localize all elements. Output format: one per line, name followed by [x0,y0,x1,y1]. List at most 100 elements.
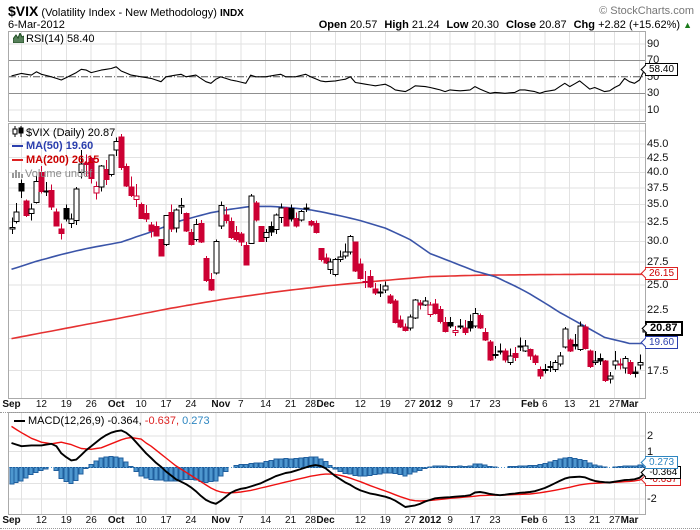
x-tick-label: 12 [35,399,47,410]
x-axis-mid: Sep 12 19 26 Oct 10 17 24 Nov 7 14 21 28 Dec 12 19 27 201… [0,398,700,413]
volume-legend-text: Volume undef [25,168,93,180]
x-tick-label: 23 [489,515,501,526]
symbol-legend-text: $VIX (Daily) 20.87 [26,127,116,139]
signal-value: -0.637, [141,415,180,427]
ma50-legend-row: MA(50) 19.60 [12,140,115,154]
price-panel [8,123,646,399]
x-tick-label: Dec [316,399,335,410]
y-tick-label: 45.0 [647,137,669,150]
x-tick-label: 28 [304,399,317,410]
x-tick-label: 17 [469,399,481,410]
x-tick-label: 21 [589,515,601,526]
y-tick-label: 30.0 [647,235,669,248]
copyright-label: © StockCharts.com [599,5,694,17]
hist-value: 0.273 [179,415,210,427]
rsi-value-box: 58.40 [645,62,679,76]
symbol: $VIX [8,3,39,19]
rsi-legend: RSI(14) 58.40 [13,33,94,46]
x-tick-label: 27 [404,515,416,526]
x-tick-label: Feb [520,399,539,410]
chart-title: $VIX (Volatility Index - New Methodology… [8,3,244,19]
y-tick-label: 30 [647,87,660,100]
x-tick-label: 19 [60,515,72,526]
x-tick-label: 12 [354,515,366,526]
y-tick-label: 70 [647,54,660,67]
y-tick-label: 35.0 [647,198,669,211]
x-tick-label: 28 [304,515,317,526]
chg-label: Chg [573,19,595,31]
x-tick-label: Sep [2,399,21,410]
y-tick-label: 27.5 [647,256,669,269]
x-tick-label: 17 [160,399,172,410]
x-tick-label: 19 [60,399,72,410]
x-tick-label: 27 [609,399,621,410]
ma200-legend-row: MA(200) 26.15 [12,154,115,168]
hist-value-box: 0.273 [645,456,679,470]
close-value: 20.87 [539,19,567,31]
x-tick-label: 27 [609,515,621,526]
x-tick-label: Dec [316,515,335,526]
x-tick-label: 23 [489,399,501,410]
x-tick-label: 26 [85,515,97,526]
candlestick-icon [12,126,24,137]
y-tick-label: 42.5 [647,151,669,164]
x-tick-label: 6 [542,515,548,526]
x-tick-label: 21 [589,399,601,410]
close-label: Close [506,19,537,31]
y-tick-label: 37.5 [647,181,669,194]
y-tick-label: -2 [647,493,657,506]
y-tick-label: 50 [647,70,660,83]
x-tick-label: 10 [135,399,147,410]
x-tick-label: 17 [160,515,172,526]
macd-value: -0.364, [104,415,142,427]
x-tick-label: 12 [354,399,366,410]
open-value: 20.57 [349,19,378,31]
area-chart-icon [13,33,24,43]
x-tick-label: Nov [211,515,231,526]
chart-date: 6-Mar-2012 [8,19,65,31]
ma50-line-icon [12,145,23,148]
ma200-legend-text: MA(200) 26.15 [26,154,100,166]
x-tick-label: 2012 [419,515,442,526]
x-tick-label: 13 [564,399,576,410]
ma50-legend-text: MA(50) 19.60 [26,140,94,152]
y-tick-label: 40.0 [647,166,669,179]
x-tick-label: 9 [447,399,453,410]
x-tick-label: Sep [2,515,21,526]
x-tick-label: Oct [107,515,125,526]
macd-line-icon [14,420,25,423]
y-tick-label: 2 [647,429,654,442]
chg-value: +2.82 (+15.62%) [598,19,681,31]
rsi-panel [8,31,646,122]
x-tick-label: 14 [260,399,272,410]
high-value: 21.24 [411,19,440,31]
y-tick-label: 10 [647,103,660,116]
y-tick-label: 25.0 [647,279,669,292]
x-axis-bottom: Sep 12 19 26 Oct 10 17 24 Nov 7 14 21 28 Dec 12 19 27 201… [0,514,700,529]
macd-panel [8,412,646,515]
x-tick-label: 21 [285,515,297,526]
x-tick-label: 26 [85,399,97,410]
x-tick-label: Nov [211,399,231,410]
x-tick-label: 19 [379,515,391,526]
quote-summary: Open 20.57 High 21.24 Low 20.30 Close 20.87… [319,19,692,31]
ma200-value-box: 26.15 [645,267,679,281]
y-tick-label: 90 [647,37,660,50]
y-tick-label: 17.5 [647,364,669,377]
x-tick-label: 2012 [419,399,442,410]
high-label: High [384,19,409,31]
x-tick-label: Mar [620,515,639,526]
x-tick-label: 21 [285,399,297,410]
x-tick-label: 24 [185,399,197,410]
x-tick-label: Mar [620,399,639,410]
volume-bars-icon [12,169,23,178]
y-tick-label: 1 [647,445,654,458]
x-tick-label: 10 [135,515,147,526]
price-legend: $VIX (Daily) 20.87 MA(50) 19.60 MA(200) … [12,126,115,182]
symbol-description: (Volatility Index - New Methodology) [38,7,220,19]
exchange-label: INDX [219,8,244,19]
symbol-legend-row: $VIX (Daily) 20.87 [12,126,115,140]
y-tick-label: 22.5 [647,304,669,317]
x-tick-label: 19 [379,399,391,410]
